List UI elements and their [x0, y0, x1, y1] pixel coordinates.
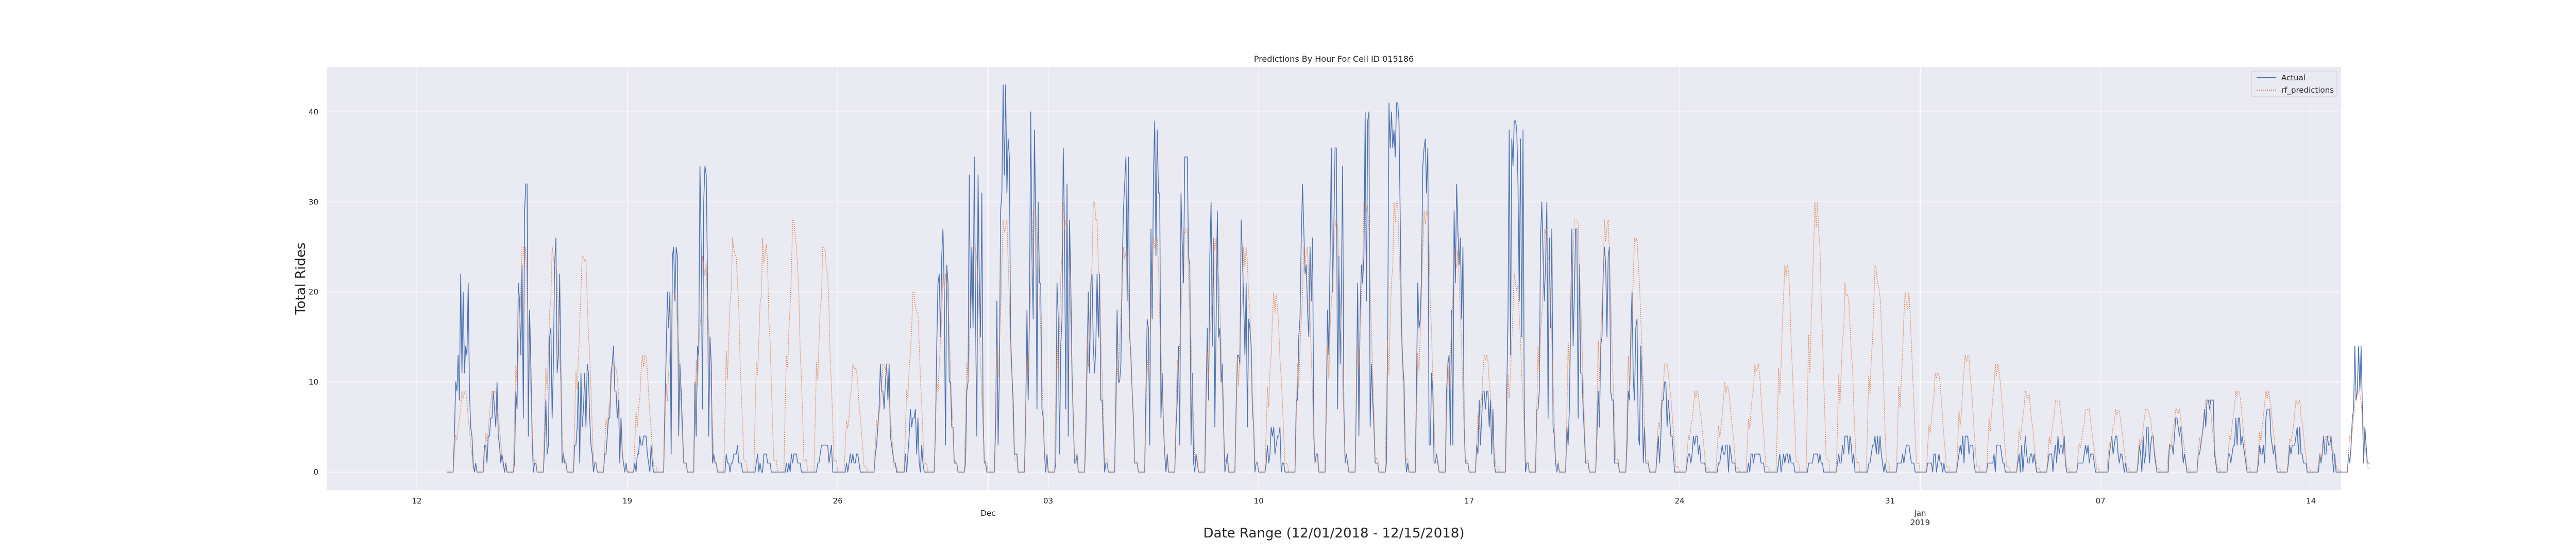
legend-label-rf-predictions: rf_predictions [2281, 85, 2334, 95]
x-axis-label: Date Range (12/01/2018 - 12/15/2018) [1204, 526, 1465, 541]
y-tick-label: 40 [309, 107, 318, 116]
x-tick-label: 19 [622, 496, 632, 506]
y-tick-label: 20 [309, 287, 318, 297]
x-major-label: Jan 2019 [1910, 509, 1930, 527]
x-tick-label: 26 [833, 496, 843, 506]
legend-label-actual: Actual [2281, 73, 2306, 82]
grid-lines [327, 67, 2341, 490]
legend: Actual rf_predictions [2251, 71, 2337, 97]
y-axis-ticks: 0 10 20 30 40 [309, 107, 318, 477]
x-tick-label: 31 [1885, 496, 1895, 506]
x-tick-label: 07 [2096, 496, 2106, 506]
x-major-label: Dec [980, 509, 995, 518]
x-tick-label: 10 [1254, 496, 1264, 506]
x-tick-label: 12 [412, 496, 422, 506]
y-axis-label: Total Rides [293, 242, 309, 315]
series-line-actual [447, 84, 2370, 473]
x-tick-label: 24 [1675, 496, 1685, 506]
y-tick-label: 30 [309, 197, 318, 206]
y-tick-label: 0 [313, 467, 318, 477]
series-line-rf-predictions [447, 201, 2370, 473]
x-tick-label: 14 [2306, 496, 2316, 506]
x-tick-label: 17 [1464, 496, 1474, 506]
x-axis-ticks: 12 19 26 03 10 17 24 31 07 14 Dec Jan 2019 [412, 496, 2316, 527]
plot-background [327, 67, 2341, 490]
x-tick-label: 03 [1043, 496, 1053, 506]
chart-title: Predictions By Hour For Cell ID 015186 [1254, 54, 1414, 64]
series-lines [447, 84, 2370, 473]
y-tick-label: 10 [309, 377, 318, 387]
